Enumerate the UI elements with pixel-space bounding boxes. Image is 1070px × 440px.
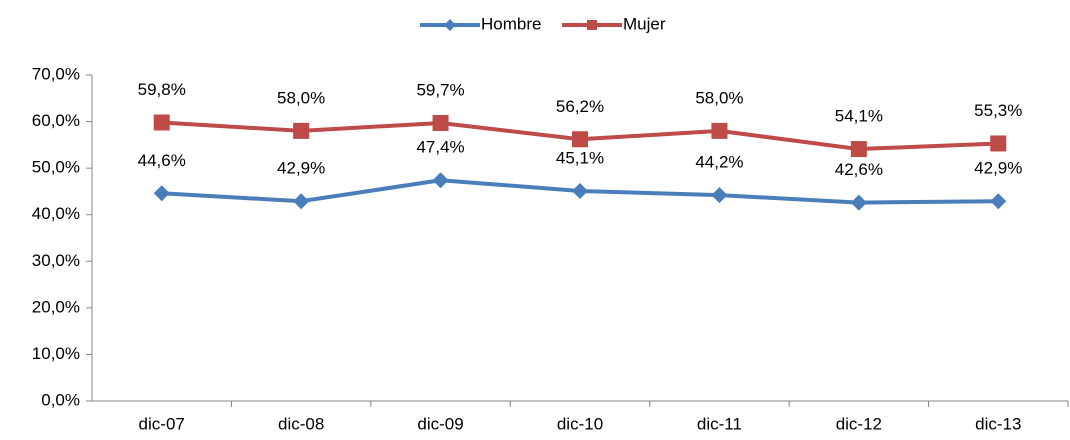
x-tick-label: dic-13: [975, 414, 1021, 433]
data-point: [990, 135, 1007, 152]
data-point: [850, 194, 867, 211]
data-label: 42,6%: [835, 160, 883, 179]
x-tick-label: dic-12: [836, 414, 882, 433]
data-point: [293, 193, 310, 210]
legend-marker: [587, 20, 597, 30]
data-point: [153, 185, 170, 202]
data-label: 45,1%: [556, 148, 604, 167]
data-label: 58,0%: [695, 88, 743, 107]
data-label: 54,1%: [835, 107, 883, 126]
data-point: [850, 141, 867, 158]
y-tick-label: 20,0%: [32, 297, 80, 316]
legend-label: Hombre: [481, 14, 541, 33]
data-point: [432, 172, 449, 189]
data-label: 44,2%: [695, 153, 743, 172]
data-point: [572, 182, 588, 199]
y-tick-label: 40,0%: [32, 204, 80, 223]
legend-marker: [444, 19, 456, 31]
x-tick-label: dic-11: [697, 414, 742, 433]
y-tick-label: 70,0%: [32, 64, 80, 83]
x-tick-label: dic-09: [417, 414, 463, 433]
data-point: [572, 131, 588, 148]
data-point: [990, 193, 1007, 210]
x-tick-label: dic-07: [139, 414, 185, 433]
legend-label: Mujer: [623, 14, 666, 33]
data-label: 44,6%: [138, 151, 186, 170]
data-point: [153, 114, 170, 131]
data-point: [432, 114, 449, 131]
y-tick-label: 60,0%: [32, 111, 80, 130]
y-tick-label: 50,0%: [32, 158, 80, 177]
x-tick-label: dic-08: [278, 414, 324, 433]
data-point: [711, 122, 728, 139]
data-point: [711, 187, 728, 204]
data-label: 55,3%: [974, 101, 1022, 120]
data-point: [293, 122, 310, 139]
data-label: 58,0%: [277, 88, 325, 107]
data-label: 42,9%: [974, 159, 1022, 178]
y-tick-label: 0,0%: [41, 390, 80, 409]
x-tick-label: dic-10: [557, 414, 603, 433]
data-label: 59,7%: [416, 80, 464, 99]
y-tick-label: 10,0%: [32, 344, 80, 363]
data-label: 59,8%: [138, 80, 186, 99]
data-label: 47,4%: [416, 138, 464, 157]
data-label: 42,9%: [277, 159, 325, 178]
y-tick-label: 30,0%: [32, 251, 80, 270]
data-label: 56,2%: [556, 97, 604, 116]
